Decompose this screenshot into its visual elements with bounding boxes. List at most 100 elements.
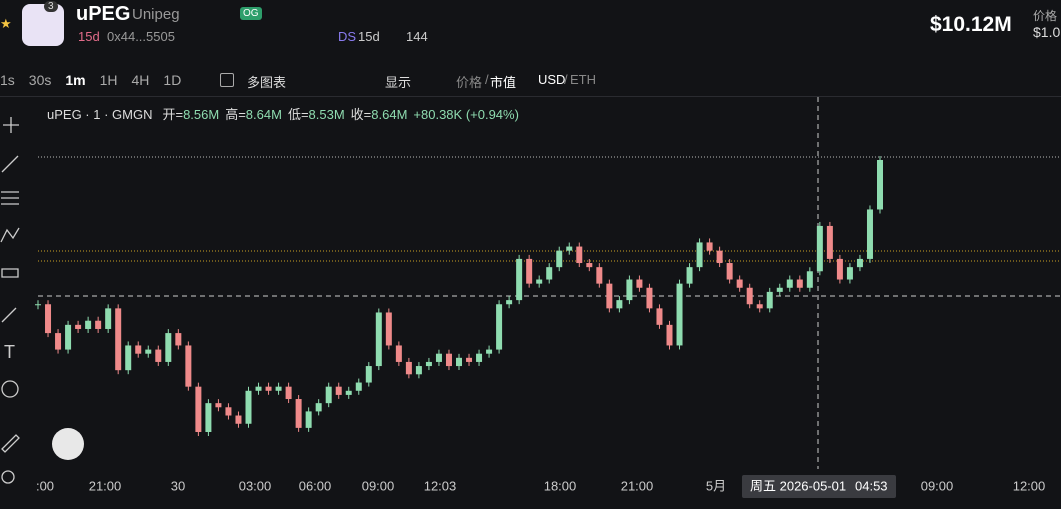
x-tick-label: 09:00 <box>921 478 954 493</box>
candle <box>486 349 493 354</box>
candle <box>576 246 583 264</box>
token-name: uPEG <box>76 3 131 25</box>
candle <box>135 345 142 354</box>
legend-label: 开= <box>162 107 183 122</box>
candle <box>786 279 793 288</box>
candle <box>506 300 513 305</box>
candle <box>375 312 382 367</box>
candle <box>45 304 52 334</box>
chart: T uPEG · 1 · GMGN 开=8.56M 高=8.64M 低=8.53M 收=… <box>0 97 1061 498</box>
candle <box>456 357 462 367</box>
mcap-toggle[interactable]: 市值 <box>490 75 517 90</box>
candle <box>626 279 633 301</box>
address[interactable]: 0x44...5505 <box>107 29 175 44</box>
x-tick-label: 06:00 <box>299 478 332 493</box>
x-tick-label: 12:03 <box>424 478 457 493</box>
x-tick-label: 09:00 <box>362 478 395 493</box>
legend-symbol: uPEG · 1 · GMGN <box>47 107 152 122</box>
candle <box>235 415 242 424</box>
display[interactable]: 显示 <box>385 75 412 90</box>
candle <box>255 386 262 391</box>
candle <box>856 258 863 268</box>
candle <box>445 353 452 367</box>
candle <box>365 366 372 383</box>
sep: / <box>564 72 568 87</box>
candle <box>466 357 473 362</box>
candle <box>516 258 523 301</box>
candle <box>736 279 743 288</box>
eth-toggle[interactable]: ETH <box>570 72 596 87</box>
legend-value: 8.56M <box>183 107 219 122</box>
x-tick-label: 30 <box>171 478 185 493</box>
interval-bar: 1s 30s 1m 1H 4H 1D <box>0 72 195 88</box>
candle <box>55 333 62 350</box>
x-tick-label: 5月 <box>706 478 726 493</box>
interval[interactable]: 4H <box>131 72 150 88</box>
candle <box>546 267 553 280</box>
interval[interactable]: 1s <box>0 72 15 88</box>
candle <box>435 353 442 362</box>
interval[interactable]: 1m <box>65 72 86 88</box>
candle <box>586 263 593 268</box>
candle <box>836 258 843 280</box>
candle <box>185 345 192 387</box>
candle <box>175 333 182 346</box>
candle <box>155 349 162 362</box>
candle <box>215 403 222 408</box>
candle <box>145 349 152 354</box>
candle <box>415 366 422 375</box>
x-tick-label: :00 <box>36 478 54 493</box>
candle <box>596 267 603 284</box>
interval[interactable]: 1H <box>99 72 118 88</box>
x-tick-label: 21:00 <box>621 478 654 493</box>
x-tick-label: 12:00 <box>1013 478 1046 493</box>
candle <box>195 386 202 432</box>
candle <box>646 287 653 309</box>
age: 15d <box>78 29 100 44</box>
candle <box>95 320 102 329</box>
og-badge: OG <box>240 7 262 20</box>
candle <box>816 225 823 272</box>
checkbox[interactable] <box>220 73 234 87</box>
x-tick-label: 03:00 <box>239 478 272 493</box>
candle <box>425 361 432 367</box>
candle <box>686 267 693 284</box>
candle <box>706 242 713 251</box>
candle <box>656 308 663 325</box>
candle <box>265 386 272 391</box>
candle <box>115 308 122 371</box>
interval[interactable]: 1D <box>163 72 182 88</box>
token-icon[interactable] <box>22 4 64 46</box>
usd-toggle[interactable]: USD <box>538 72 566 87</box>
multi-chart[interactable]: 多图表 <box>247 75 287 90</box>
candle <box>606 283 613 309</box>
interval[interactable]: 30s <box>28 72 52 88</box>
candle <box>476 353 483 362</box>
legend-label: 高= <box>225 107 246 122</box>
candle <box>866 209 873 259</box>
drawing-tools[interactable]: T <box>0 117 20 484</box>
candle <box>35 304 41 306</box>
candle <box>666 324 673 346</box>
star[interactable]: ★ <box>0 16 12 31</box>
candle <box>395 345 402 362</box>
candle <box>305 411 312 428</box>
candle <box>345 390 352 395</box>
candle <box>295 399 302 428</box>
candle <box>556 250 563 268</box>
legend-value: 8.53M <box>309 107 345 122</box>
legend-value: 8.64M <box>371 107 407 122</box>
candle <box>275 386 282 391</box>
tv-logo[interactable] <box>52 428 84 460</box>
candle <box>726 263 733 280</box>
market-cap: $10.12M <box>930 13 1012 36</box>
candle <box>636 279 643 288</box>
legend-value: 8.64M <box>246 107 282 122</box>
candle <box>746 287 753 305</box>
candle <box>566 246 573 251</box>
holders: 144 <box>406 29 428 44</box>
price-toggle[interactable]: 价格 <box>456 75 483 90</box>
ds[interactable]: DS <box>338 29 357 44</box>
candle <box>756 304 763 309</box>
candle <box>385 312 392 346</box>
